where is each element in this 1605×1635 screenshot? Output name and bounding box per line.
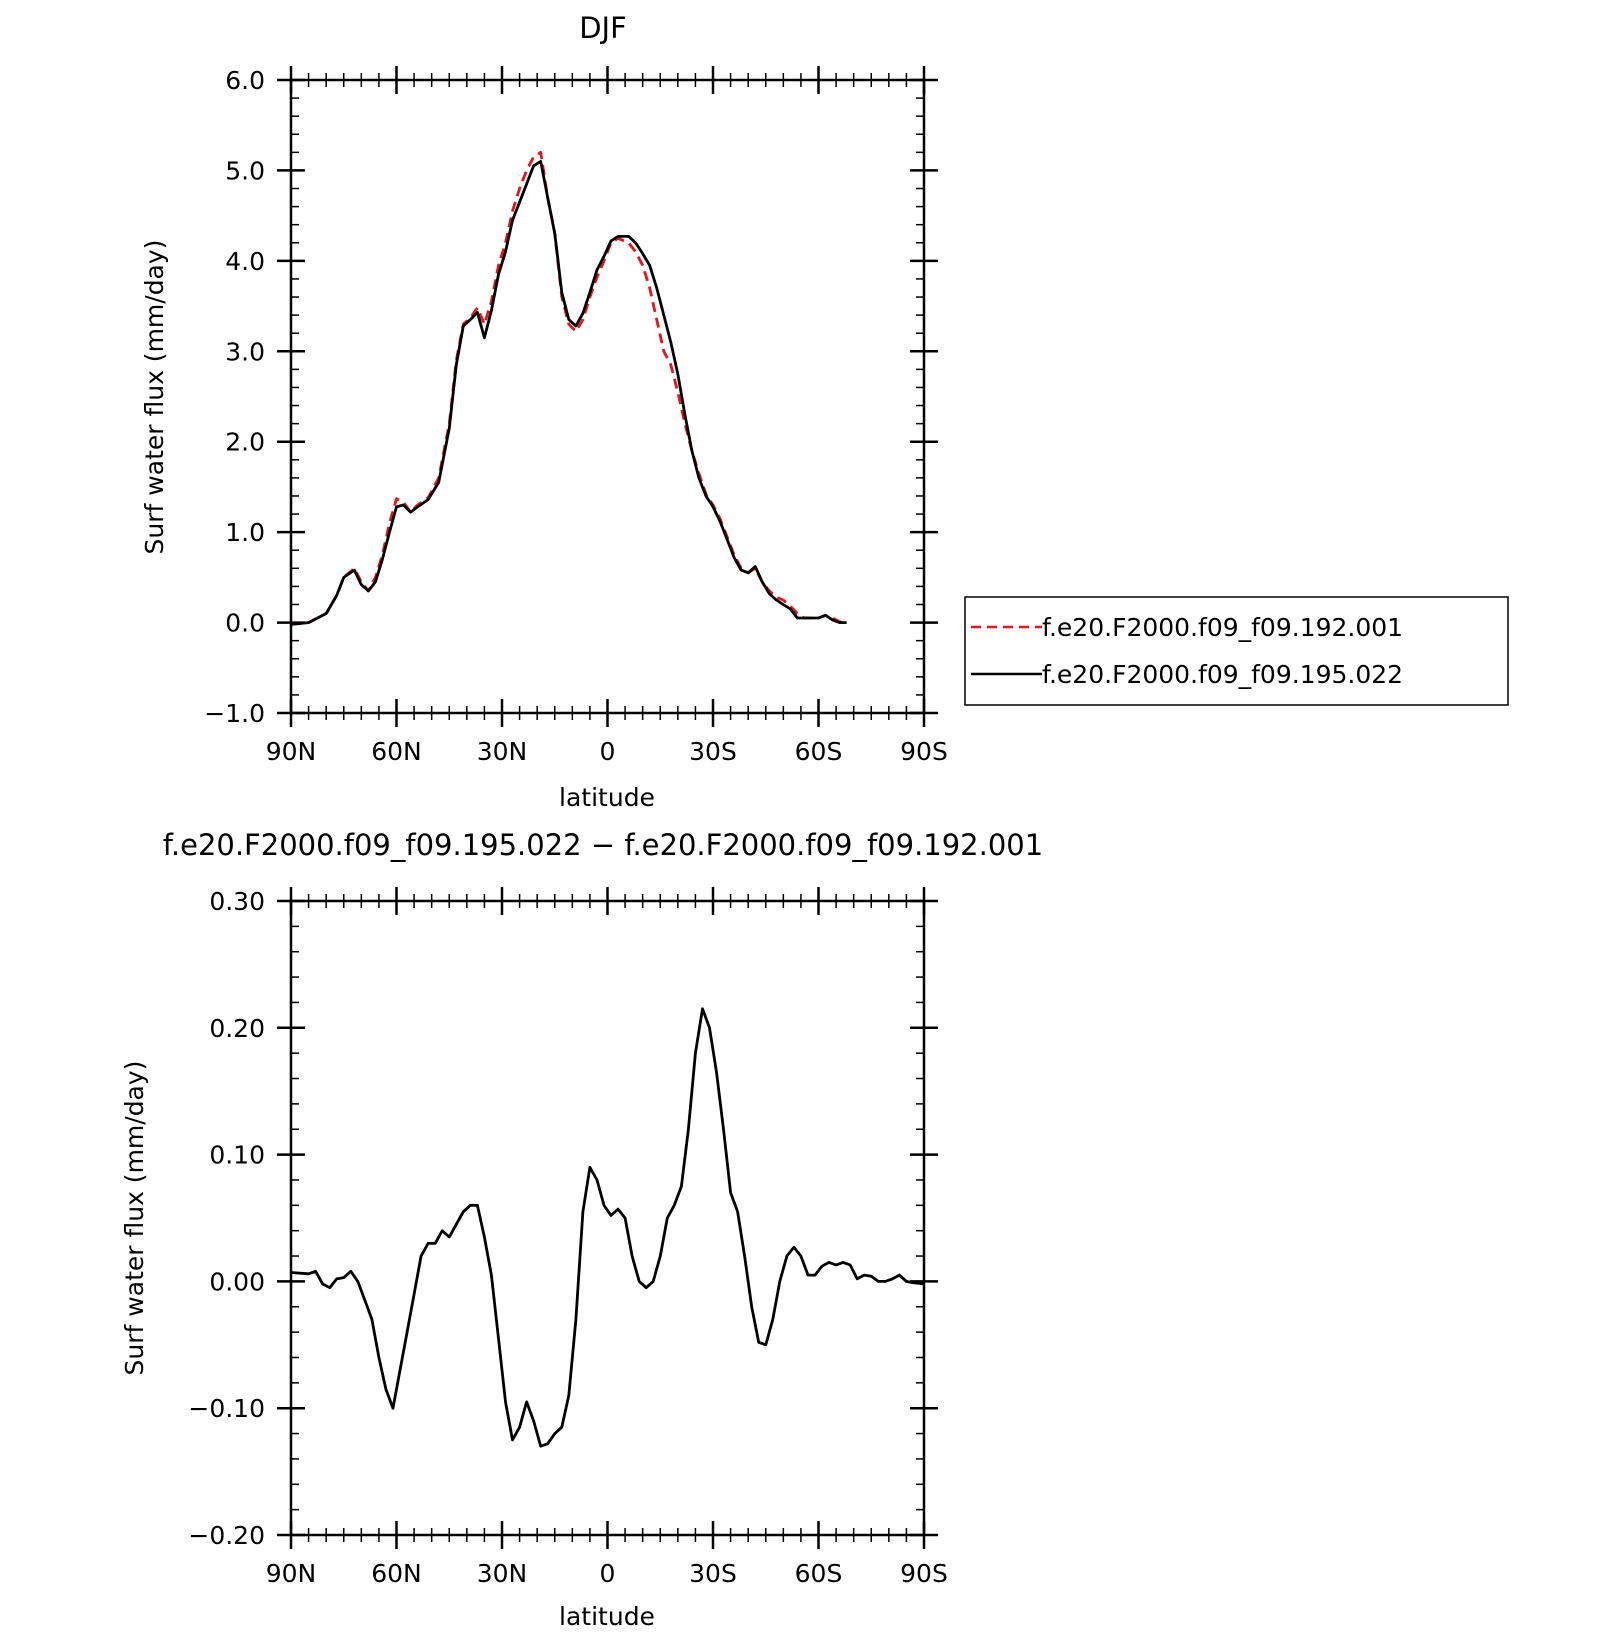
bottom-chart-title: f.e20.F2000.f09_f09.195.022 − f.e20.F200…	[163, 828, 1043, 862]
y-tick-label: 2.0	[225, 428, 265, 457]
bottom-axis-tick-labels: 90N 60N 30N 0 30S 60S 90S −0.20 −0.10 0.00 0.10 0.2…	[188, 887, 947, 1588]
y-tick-label: −1.0	[204, 699, 265, 728]
series-line-0	[290, 1007, 925, 1448]
top-axis-ticks	[277, 66, 938, 727]
series-line-1	[290, 160, 847, 626]
bottom-plot-frame	[289, 899, 926, 1537]
legend-entry-195-022: f.e20.F2000.f09_f09.195.022	[1042, 660, 1403, 689]
legend-entry-192-001: f.e20.F2000.f09_f09.192.001	[1042, 613, 1403, 642]
y-tick-label: 0.00	[209, 1267, 265, 1296]
x-tick-label: 90S	[900, 1559, 948, 1588]
x-tick-label: 30S	[689, 737, 737, 766]
bottom-panel-difference: f.e20.F2000.f09_f09.195.022 − f.e20.F200…	[120, 828, 1043, 1631]
bottom-x-axis-label: latitude	[559, 1602, 655, 1631]
top-axis-tick-labels: 90N 60N 30N 0 30S 60S 90S −1.0 0.0 1.0 2.0 3.0 4.0 5.…	[204, 66, 948, 766]
y-tick-label: 1.0	[225, 518, 265, 547]
x-tick-label: 90S	[900, 737, 948, 766]
top-y-axis-label: Surf water flux (mm/day)	[140, 240, 169, 555]
x-tick-label: 90N	[266, 737, 317, 766]
y-tick-label: 6.0	[225, 66, 265, 95]
x-tick-label: 0	[600, 1559, 616, 1588]
y-tick-label: 5.0	[225, 156, 265, 185]
y-tick-label: −0.20	[188, 1521, 265, 1550]
x-tick-label: 60N	[371, 1559, 422, 1588]
top-series-lines	[290, 150, 847, 626]
x-tick-label: 0	[600, 737, 616, 766]
x-tick-label: 30S	[689, 1559, 737, 1588]
y-tick-label: 3.0	[225, 337, 265, 366]
y-tick-label: 4.0	[225, 247, 265, 276]
y-tick-label: 0.0	[225, 609, 265, 638]
bottom-axis-ticks	[277, 887, 938, 1549]
top-x-axis-label: latitude	[559, 783, 655, 812]
x-tick-label: 60S	[795, 737, 843, 766]
top-panel-djf: DJF 90N 60N 30N 0 30S 60S 90S −1.0 0.0 1.0 2.0 3.0 4…	[140, 11, 948, 812]
y-tick-label: 0.10	[209, 1141, 265, 1170]
top-chart-title: DJF	[579, 11, 627, 45]
bottom-series-lines	[290, 1007, 925, 1448]
x-tick-label: 30N	[477, 1559, 528, 1588]
y-tick-label: 0.20	[209, 1014, 265, 1043]
x-tick-label: 60S	[795, 1559, 843, 1588]
x-tick-label: 60N	[371, 737, 422, 766]
y-tick-label: −0.10	[188, 1394, 265, 1423]
legend-box	[964, 596, 1509, 706]
series-line-0	[290, 150, 847, 626]
x-tick-label: 30N	[477, 737, 528, 766]
bottom-y-axis-label: Surf water flux (mm/day)	[120, 1061, 149, 1376]
x-tick-label: 90N	[266, 1559, 317, 1588]
y-tick-label: 0.30	[209, 887, 265, 916]
legend: f.e20.F2000.f09_f09.192.001 f.e20.F2000.…	[964, 596, 1509, 706]
